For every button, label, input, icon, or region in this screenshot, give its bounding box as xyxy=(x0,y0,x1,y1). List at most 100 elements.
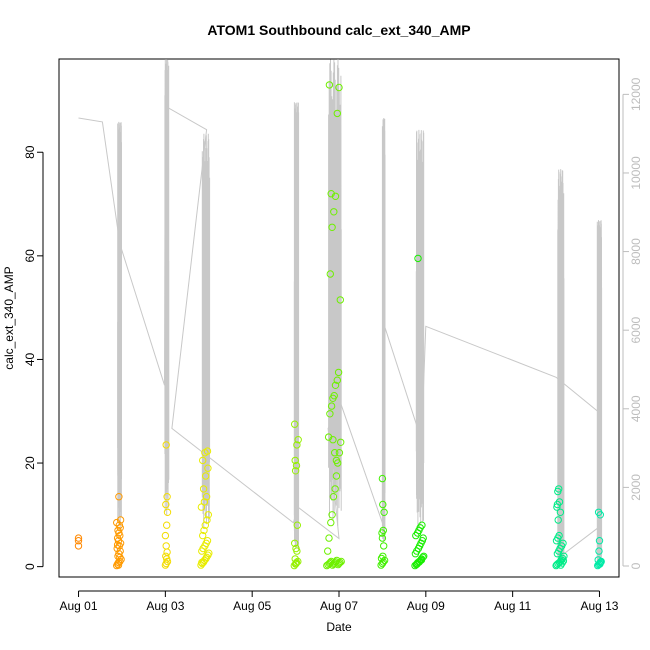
data-point xyxy=(163,521,171,529)
data-point xyxy=(595,537,604,545)
data-point xyxy=(294,557,302,566)
data-point xyxy=(328,223,336,232)
data-point xyxy=(560,552,568,560)
data-point xyxy=(116,516,125,524)
data-point xyxy=(292,461,301,470)
data-point xyxy=(325,534,333,542)
data-point xyxy=(116,557,124,566)
y2-tick-label: 12000 xyxy=(629,77,643,111)
x-tick-label: Aug 05 xyxy=(233,599,271,613)
y-tick-label: 20 xyxy=(23,456,37,470)
data-point xyxy=(335,83,343,92)
data-point xyxy=(331,449,339,457)
data-point xyxy=(162,542,170,550)
data-point xyxy=(163,493,171,501)
data-point xyxy=(327,557,335,566)
data-point xyxy=(203,516,211,524)
data-point xyxy=(294,436,302,444)
data-point xyxy=(419,534,427,542)
data-point xyxy=(202,472,210,480)
x-tick-label: Aug 07 xyxy=(320,599,358,613)
data-point xyxy=(380,508,388,516)
data-point xyxy=(379,558,387,566)
data-point xyxy=(558,559,566,567)
secondary-burst xyxy=(164,59,170,516)
x-tick-label: Aug 13 xyxy=(580,599,618,613)
data-point xyxy=(203,537,212,545)
data-point xyxy=(331,485,339,493)
data-point xyxy=(327,190,335,198)
plot-frame xyxy=(58,58,620,578)
data-point xyxy=(329,436,337,444)
data-point xyxy=(163,508,172,516)
data-point xyxy=(378,534,387,542)
x-tick-label: Aug 01 xyxy=(60,599,98,613)
data-point xyxy=(379,552,387,560)
data-point xyxy=(327,402,336,410)
data-point xyxy=(291,456,299,465)
data-point xyxy=(293,441,301,449)
scatter-points xyxy=(74,81,605,570)
data-point xyxy=(114,561,123,569)
y-axis-right: 0 2000 4000 6000 8000 10000 12000 xyxy=(622,77,643,569)
data-point xyxy=(161,531,170,540)
y2-tick-label: 8000 xyxy=(629,238,643,265)
data-point xyxy=(202,553,211,561)
secondary-burst xyxy=(596,220,603,563)
y-tick-label: 40 xyxy=(23,352,37,366)
secondary-series xyxy=(78,59,603,563)
data-point xyxy=(377,554,386,563)
secondary-line xyxy=(78,105,600,559)
secondary-burst xyxy=(415,129,425,531)
data-point xyxy=(201,521,210,529)
data-point xyxy=(597,558,605,566)
data-point xyxy=(113,518,121,527)
data-point xyxy=(162,559,170,568)
data-point xyxy=(336,296,344,304)
data-point xyxy=(328,511,336,519)
data-point xyxy=(163,548,171,556)
y2-tick-label: 4000 xyxy=(629,395,643,422)
data-point xyxy=(113,541,122,549)
data-point xyxy=(204,464,212,472)
data-point xyxy=(415,558,423,566)
y-tick-label: 60 xyxy=(23,249,37,263)
data-point xyxy=(331,381,340,389)
data-point xyxy=(162,552,170,560)
secondary-burst xyxy=(293,102,300,550)
data-point xyxy=(335,559,343,568)
data-point xyxy=(115,521,124,529)
x-tick-label: Aug 11 xyxy=(494,599,531,613)
data-point xyxy=(199,456,207,465)
y2-tick-label: 0 xyxy=(629,562,643,569)
chart-title: ATOM1 Southbound calc_ext_340_AMP xyxy=(207,22,470,38)
data-point xyxy=(380,542,388,550)
data-point xyxy=(413,560,421,568)
data-point xyxy=(202,493,211,501)
data-point xyxy=(198,558,206,567)
data-point xyxy=(113,560,122,568)
data-point xyxy=(555,531,563,540)
data-point xyxy=(330,208,338,216)
data-point xyxy=(594,508,603,516)
data-point xyxy=(326,410,334,418)
data-point xyxy=(554,516,562,524)
data-point xyxy=(379,500,387,509)
data-point xyxy=(595,547,603,555)
data-point xyxy=(326,270,334,278)
y-tick-label: 0 xyxy=(23,563,37,570)
y-axis-label: calc_ext_340_AMP xyxy=(2,266,16,369)
data-point xyxy=(379,526,387,535)
data-point xyxy=(332,472,341,480)
data-point xyxy=(292,559,300,568)
data-point xyxy=(199,531,207,540)
y2-tick-label: 2000 xyxy=(629,474,643,501)
data-point xyxy=(418,521,426,529)
x-tick-label: Aug 09 xyxy=(407,599,445,613)
data-point xyxy=(325,81,334,89)
data-point xyxy=(200,526,208,535)
secondary-burst xyxy=(117,121,122,531)
data-point xyxy=(291,420,299,428)
data-point xyxy=(420,552,428,560)
